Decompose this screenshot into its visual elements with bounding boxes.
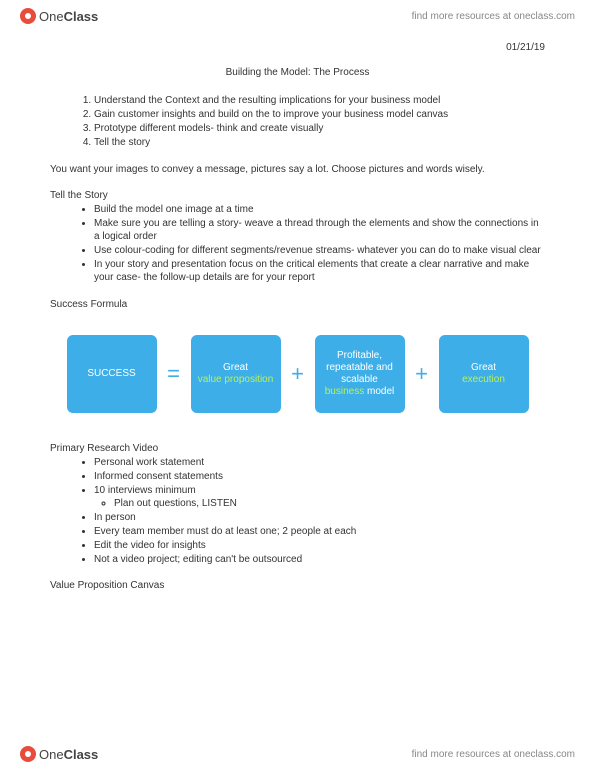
process-list: Understand the Context and the resulting… xyxy=(94,94,545,149)
list-item: Understand the Context and the resulting… xyxy=(94,94,545,107)
equals-icon: = xyxy=(157,335,191,413)
list-item-text: 10 interviews minimum xyxy=(94,485,196,496)
list-item: Make sure you are telling a story- weave… xyxy=(94,217,545,243)
list-item: Every team member must do at least one; … xyxy=(94,525,545,538)
box-accent: value proposition xyxy=(198,374,274,386)
logo-icon xyxy=(20,746,36,762)
logo: OneClass xyxy=(20,746,98,762)
list-item: Tell the story xyxy=(94,136,545,149)
research-list: Personal work statement Informed consent… xyxy=(94,456,545,566)
resource-link-top[interactable]: find more resources at oneclass.com xyxy=(412,11,575,22)
formula-box-value-prop: Great value proposition xyxy=(191,335,281,413)
plus-icon: + xyxy=(405,335,439,413)
page-title: Building the Model: The Process xyxy=(50,67,545,78)
plus-icon: + xyxy=(281,335,315,413)
box-text: Profitable, repeatable and scalable xyxy=(319,350,401,386)
story-heading: Tell the Story xyxy=(50,190,545,201)
research-heading: Primary Research Video xyxy=(50,443,545,454)
box-mixed: business model xyxy=(325,386,395,398)
formula-box-execution: Great execution xyxy=(439,335,529,413)
logo: OneClass xyxy=(20,8,98,24)
box-text: Great xyxy=(471,362,496,374)
box-accent: execution xyxy=(462,374,505,386)
formula-box-business-model: Profitable, repeatable and scalable busi… xyxy=(315,335,405,413)
resource-link-bottom[interactable]: find more resources at oneclass.com xyxy=(412,749,575,760)
intro-paragraph: You want your images to convey a message… xyxy=(50,163,545,176)
header-bar: OneClass find more resources at oneclass… xyxy=(0,0,595,32)
box-text: SUCCESS xyxy=(87,368,135,380)
logo-text: OneClass xyxy=(39,747,98,762)
list-item: Personal work statement xyxy=(94,456,545,469)
list-item: Edit the video for insights xyxy=(94,539,545,552)
list-item: In your story and presentation focus on … xyxy=(94,258,545,284)
formula-box-success: SUCCESS xyxy=(67,335,157,413)
list-item: 10 interviews minimum Plan out questions… xyxy=(94,484,545,510)
list-item: Not a video project; editing can't be ou… xyxy=(94,553,545,566)
success-formula: SUCCESS = Great value proposition + Prof… xyxy=(50,335,545,413)
logo-text: OneClass xyxy=(39,9,98,24)
list-item: Informed consent statements xyxy=(94,470,545,483)
success-heading: Success Formula xyxy=(50,298,545,311)
list-item: Build the model one image at a time xyxy=(94,203,545,216)
list-item: Gain customer insights and build on the … xyxy=(94,108,545,121)
logo-icon xyxy=(20,8,36,24)
page-content: 01/21/19 Building the Model: The Process… xyxy=(0,32,595,653)
list-item: Use colour-coding for different segments… xyxy=(94,244,545,257)
story-list: Build the model one image at a time Make… xyxy=(94,203,545,284)
vp-heading: Value Proposition Canvas xyxy=(50,580,545,591)
box-text: Great xyxy=(223,362,248,374)
list-item: In person xyxy=(94,511,545,524)
footer-bar: OneClass find more resources at oneclass… xyxy=(0,738,595,770)
research-sublist: Plan out questions, LISTEN xyxy=(114,497,545,510)
list-item: Plan out questions, LISTEN xyxy=(114,497,545,510)
date: 01/21/19 xyxy=(50,42,545,53)
list-item: Prototype different models- think and cr… xyxy=(94,122,545,135)
